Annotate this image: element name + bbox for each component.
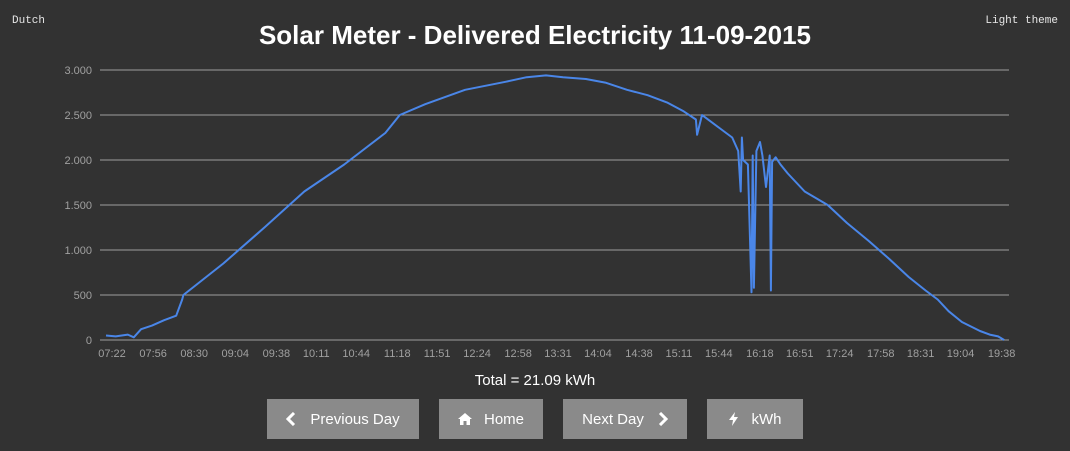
y-tick-label: 1.000 <box>64 245 92 257</box>
x-tick-label: 16:18 <box>746 348 774 360</box>
next-day-button[interactable]: Next Day <box>563 399 687 439</box>
x-tick-label: 10:11 <box>303 348 330 360</box>
x-tick-label: 10:44 <box>342 348 370 360</box>
chevron-right-icon <box>658 412 668 426</box>
total-energy: Total = 21.09 kWh <box>474 372 596 389</box>
bolt-icon <box>728 412 738 426</box>
x-tick-label: 11:51 <box>424 348 451 360</box>
previous-day-button[interactable]: Previous Day <box>267 399 419 439</box>
y-tick-label: 2.500 <box>64 110 92 122</box>
x-tick-label: 11:18 <box>384 348 411 360</box>
x-tick-label: 19:04 <box>947 348 975 360</box>
x-tick-label: 18:31 <box>907 348 935 360</box>
x-tick-label: 17:24 <box>826 348 854 360</box>
x-tick-label: 07:22 <box>98 348 126 360</box>
y-tick-label: 500 <box>74 290 92 302</box>
y-axis-ticks: 0 500 1.000 1.500 2.000 2.500 3.000 <box>64 65 92 347</box>
x-tick-label: 15:44 <box>705 348 733 360</box>
chart-series <box>105 74 1005 341</box>
previous-day-label: Previous Day <box>310 410 400 428</box>
x-tick-label: 12:24 <box>463 348 491 360</box>
x-tick-label: 14:04 <box>584 348 612 360</box>
y-tick-label: 3.000 <box>64 65 92 77</box>
next-day-label: Next Day <box>582 410 644 428</box>
theme-toggle-link[interactable]: Light theme <box>985 15 1058 27</box>
home-button[interactable]: Home <box>439 399 543 439</box>
y-tick-label: 2.000 <box>64 155 92 167</box>
home-icon <box>457 413 472 425</box>
unit-toggle-button[interactable]: kWh <box>707 399 803 439</box>
x-tick-label: 09:38 <box>263 348 291 360</box>
chevron-left-icon <box>286 412 296 426</box>
page-title: Solar Meter - Delivered Electricity 11-0… <box>258 20 812 50</box>
series-line <box>105 74 1005 341</box>
x-tick-label: 12:58 <box>504 348 532 360</box>
x-tick-label: 15:11 <box>666 348 693 360</box>
x-tick-label: 14:38 <box>625 348 653 360</box>
x-tick-label: 16:51 <box>786 348 814 360</box>
x-tick-label: 19:38 <box>988 348 1016 360</box>
x-axis-ticks: 07:22 07:56 08:30 09:04 09:38 10:11 10:44 11:18… <box>98 348 1015 360</box>
line-chart: 0 500 1.000 1.500 2.000 2.500 3.000 07:22 07:56… <box>64 65 1015 360</box>
y-tick-label: 0 <box>86 335 92 347</box>
home-label: Home <box>483 410 524 428</box>
x-tick-label: 17:58 <box>867 348 895 360</box>
x-tick-label: 13:31 <box>544 348 572 360</box>
x-tick-label: 08:30 <box>180 348 208 360</box>
x-tick-label: 07:56 <box>139 348 167 360</box>
y-tick-label: 1.500 <box>64 200 92 212</box>
x-tick-label: 09:04 <box>222 348 250 360</box>
chart-gridlines <box>100 69 1009 341</box>
language-link[interactable]: Dutch <box>12 15 46 27</box>
unit-label: kWh <box>751 410 782 428</box>
